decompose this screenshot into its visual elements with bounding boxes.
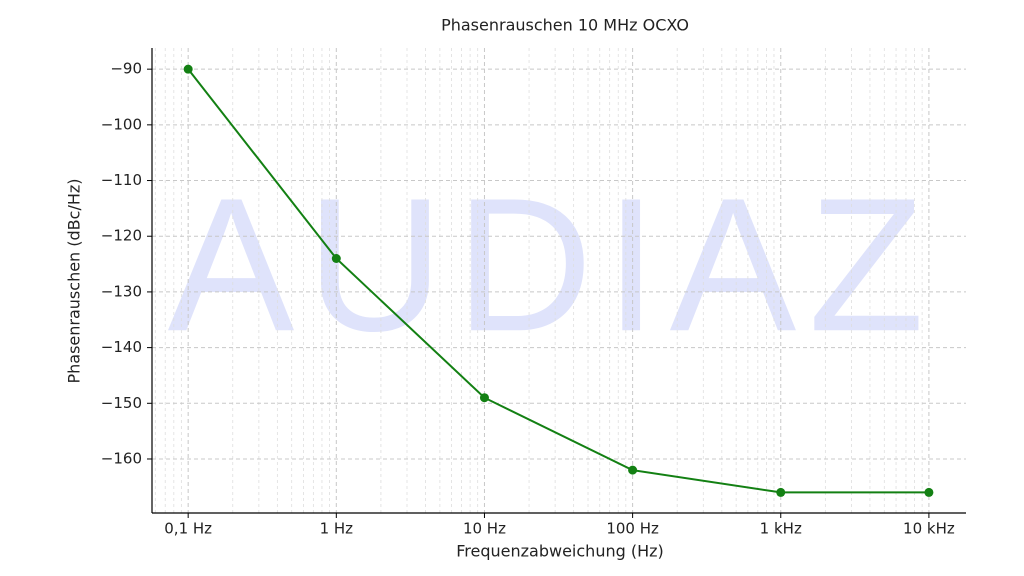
y-tick-label: −120 bbox=[101, 227, 142, 245]
x-tick-label: 100 Hz bbox=[606, 520, 659, 538]
point bbox=[628, 465, 638, 475]
x-tick-label: 1 Hz bbox=[320, 520, 354, 538]
x-tick-label: 10 kHz bbox=[903, 520, 955, 538]
y-tick-label: −90 bbox=[110, 60, 142, 78]
point bbox=[331, 254, 341, 264]
x-tick-label: 10 Hz bbox=[463, 520, 506, 538]
x-axis-label: Frequenzabweichung (Hz) bbox=[456, 542, 664, 561]
y-tick-label: −160 bbox=[101, 449, 142, 467]
point bbox=[479, 393, 489, 403]
x-tick-label: 0,1 Hz bbox=[164, 520, 212, 538]
watermark: AUDIAZ bbox=[168, 159, 937, 371]
point bbox=[776, 487, 786, 497]
line bbox=[187, 68, 929, 494]
y-tick-label: −150 bbox=[101, 394, 142, 412]
y-tick-label: −140 bbox=[101, 338, 142, 356]
y-tick-label: −100 bbox=[101, 115, 142, 133]
point bbox=[183, 64, 193, 74]
x-tick-label: 1 kHz bbox=[760, 520, 802, 538]
chart-title: Phasenrauschen 10 MHz OCXO bbox=[441, 16, 689, 35]
point bbox=[924, 487, 934, 497]
y-tick-label: −130 bbox=[101, 282, 142, 300]
y-tick-label: −110 bbox=[101, 171, 142, 189]
y-axis-label: Phasenrauschen (dBc/Hz) bbox=[65, 178, 84, 383]
